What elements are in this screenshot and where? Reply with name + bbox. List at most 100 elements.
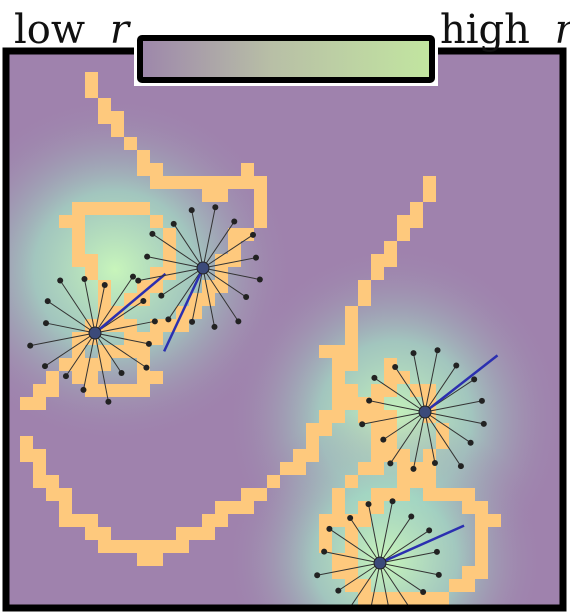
ray-endpoint xyxy=(335,587,342,594)
path-cell xyxy=(46,475,59,488)
ray-endpoint xyxy=(471,376,478,383)
sensor-ray xyxy=(202,267,215,327)
sensor-ray xyxy=(65,332,96,377)
sensor-ray xyxy=(379,562,439,576)
path-cell xyxy=(150,540,163,553)
path-cell xyxy=(345,579,358,592)
path-cell xyxy=(189,306,202,319)
ray-endpoint xyxy=(410,350,417,357)
path-cell xyxy=(202,514,215,527)
ray-endpoint xyxy=(165,316,172,323)
path-cell xyxy=(475,566,488,579)
path-cell xyxy=(85,85,98,98)
path-cell xyxy=(241,163,254,176)
path-cell xyxy=(72,215,85,228)
path-cell xyxy=(254,202,267,215)
sensor-ray xyxy=(202,267,247,298)
ray-endpoint xyxy=(457,463,464,470)
path-cell xyxy=(137,371,150,384)
path-cell xyxy=(20,397,33,410)
path-cell xyxy=(345,475,358,488)
path-cell xyxy=(332,566,345,579)
path-cell xyxy=(462,488,475,501)
path-cell xyxy=(397,449,410,462)
path-cell xyxy=(163,540,176,553)
path-cell xyxy=(20,436,33,449)
robot-center xyxy=(196,261,210,275)
ray-endpoint xyxy=(80,386,87,393)
ray-endpoint xyxy=(314,572,321,579)
path-cell xyxy=(475,514,488,527)
heading-ray xyxy=(379,524,465,565)
path-cell xyxy=(436,488,449,501)
ray-endpoint xyxy=(431,460,438,467)
sensor-ray xyxy=(424,411,471,444)
path-cell xyxy=(488,514,501,527)
ray-endpoint xyxy=(42,320,49,327)
path-cell xyxy=(98,358,111,371)
path-cell xyxy=(423,488,436,501)
ray-endpoint xyxy=(41,363,48,370)
sensor-ray xyxy=(94,332,150,345)
ray-endpoint xyxy=(62,373,69,380)
sensor-ray xyxy=(394,366,426,413)
path-cell xyxy=(436,436,449,449)
path-cell xyxy=(72,358,85,371)
path-cell xyxy=(267,475,280,488)
ray-endpoint xyxy=(410,465,417,472)
path-cell xyxy=(462,579,475,592)
ray-endpoint xyxy=(158,292,165,299)
ray-endpoint xyxy=(57,277,64,284)
path-cell xyxy=(189,293,202,306)
path-cell xyxy=(241,501,254,514)
path-cell xyxy=(59,501,72,514)
path-cell xyxy=(306,436,319,449)
path-cell xyxy=(358,592,371,605)
ray-endpoint xyxy=(101,281,108,288)
path-cell xyxy=(111,384,124,397)
path-cell xyxy=(397,475,410,488)
path-cell xyxy=(423,176,436,189)
path-cell xyxy=(449,579,462,592)
sensor-ray xyxy=(45,322,96,334)
path-cell xyxy=(332,345,345,358)
path-cell xyxy=(241,228,254,241)
ray-endpoint xyxy=(149,230,156,237)
sensor-ray xyxy=(161,267,204,297)
ray-endpoint xyxy=(145,340,152,347)
path-cell xyxy=(33,475,46,488)
path-cell xyxy=(215,280,228,293)
path-cell xyxy=(280,462,293,475)
ray-endpoint xyxy=(365,501,372,508)
ray-endpoint xyxy=(250,231,257,238)
path-cell xyxy=(72,241,85,254)
heading-ray xyxy=(94,272,167,334)
path-cell xyxy=(371,423,384,436)
path-cell xyxy=(150,176,163,189)
ray-endpoint xyxy=(44,298,51,305)
path-cell xyxy=(306,449,319,462)
sensor-ray xyxy=(379,516,412,564)
plot-area xyxy=(8,52,561,608)
sensor-ray xyxy=(94,332,147,369)
path-cell xyxy=(98,202,111,215)
ray-endpoint xyxy=(170,220,177,227)
sensor-ray xyxy=(379,501,394,564)
path-cell xyxy=(371,254,384,267)
path-cell xyxy=(397,462,410,475)
path-cell xyxy=(124,384,137,397)
ray-endpoint xyxy=(256,276,263,283)
path-cell xyxy=(163,267,176,280)
path-cell xyxy=(176,540,189,553)
path-cell xyxy=(410,215,423,228)
path-cell xyxy=(137,540,150,553)
path-cell xyxy=(202,176,215,189)
path-cell xyxy=(371,462,384,475)
sensor-ray xyxy=(202,221,235,269)
sensor-ray xyxy=(147,256,204,269)
path-cell xyxy=(254,176,267,189)
path-cell xyxy=(215,176,228,189)
ray-endpoint xyxy=(380,436,387,443)
path-cell xyxy=(397,215,410,228)
